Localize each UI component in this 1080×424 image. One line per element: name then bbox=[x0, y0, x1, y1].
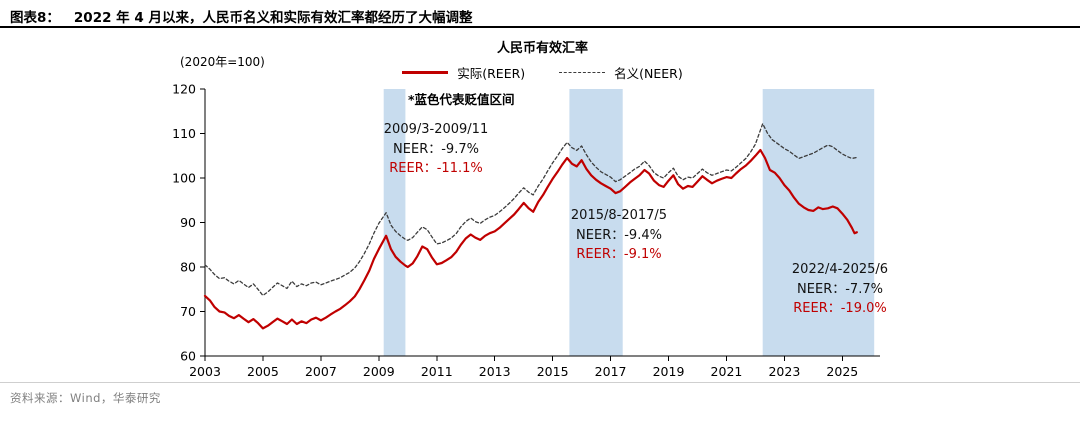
x-tick-label: 2021 bbox=[711, 364, 743, 379]
x-tick-label: 2015 bbox=[537, 364, 569, 379]
annotation-period: 2009/3-2009/11 bbox=[383, 122, 489, 137]
x-tick-label: 2005 bbox=[247, 364, 279, 379]
band-color-note: *蓝色代表贬值区间 bbox=[408, 92, 515, 107]
legend-label-neer: 名义(NEER) bbox=[614, 66, 683, 81]
chart-legend: 实际(REER) 名义(NEER) bbox=[205, 63, 880, 82]
reer-line-sample-icon bbox=[402, 71, 449, 74]
chart-title: 人民币有效汇率 bbox=[496, 41, 588, 56]
legend-item-neer: 名义(NEER) bbox=[559, 63, 683, 82]
x-tick-label: 2019 bbox=[653, 364, 685, 379]
x-tick-label: 2025 bbox=[826, 364, 858, 379]
annotation-reer: REER：-11.1% bbox=[389, 161, 483, 176]
annotation-2022: 2022/4-2025/6 NEER：-7.7% REER：-19.0% bbox=[756, 260, 924, 319]
x-tick-label: 2007 bbox=[305, 364, 337, 379]
figure-header: 图表8： 2022 年 4 月以来，人民币名义和实际有效汇率都经历了大幅调整 bbox=[0, 0, 1080, 28]
annotation-reer: REER：-9.1% bbox=[576, 247, 662, 262]
depreciation-band bbox=[569, 89, 623, 356]
y-tick-label: 70 bbox=[180, 304, 196, 319]
x-tick-label: 2003 bbox=[189, 364, 221, 379]
source-text: 资料来源：Wind，华泰研究 bbox=[10, 391, 161, 405]
source-note: 资料来源：Wind，华泰研究 bbox=[0, 382, 1080, 406]
y-tick-label: 100 bbox=[172, 171, 196, 186]
annotation-2009: 2009/3-2009/11 NEER：-9.7% REER：-11.1% bbox=[358, 120, 514, 179]
annotation-period: 2022/4-2025/6 bbox=[791, 262, 889, 277]
legend-label-reer: 实际(REER) bbox=[457, 66, 526, 81]
neer-series-line bbox=[204, 123, 858, 297]
annotation-neer: NEER：-9.7% bbox=[393, 141, 479, 157]
annotation-reer: REER：-19.0% bbox=[793, 301, 887, 316]
y-tick-label: 90 bbox=[180, 215, 196, 230]
figure-number: 图表8： bbox=[10, 10, 60, 26]
y-tick-label: 60 bbox=[180, 349, 196, 364]
y-tick-label: 120 bbox=[172, 82, 196, 97]
x-tick-label: 2011 bbox=[421, 364, 453, 379]
annotation-neer: NEER：-7.7% bbox=[797, 281, 883, 297]
x-tick-label: 2017 bbox=[595, 364, 627, 379]
annotation-period: 2015/8-2017/5 bbox=[570, 208, 668, 223]
x-tick-label: 2009 bbox=[363, 364, 395, 379]
chart-unit-note: (2020年=100) bbox=[180, 55, 265, 69]
annotation-neer: NEER：-9.4% bbox=[576, 227, 662, 243]
x-tick-label: 2023 bbox=[768, 364, 800, 379]
legend-item-reer: 实际(REER) bbox=[402, 63, 525, 82]
depreciation-band bbox=[383, 89, 406, 356]
x-tick-label: 2013 bbox=[479, 364, 511, 379]
y-tick-label: 110 bbox=[172, 126, 196, 141]
depreciation-band bbox=[762, 89, 875, 356]
y-tick-label: 80 bbox=[180, 260, 196, 275]
reer-series-line bbox=[203, 148, 858, 330]
annotation-2015: 2015/8-2017/5 NEER：-9.4% REER：-9.1% bbox=[540, 206, 698, 265]
neer-line-sample-icon bbox=[559, 72, 606, 73]
figure-title: 2022 年 4 月以来，人民币名义和实际有效汇率都经历了大幅调整 bbox=[73, 10, 473, 26]
